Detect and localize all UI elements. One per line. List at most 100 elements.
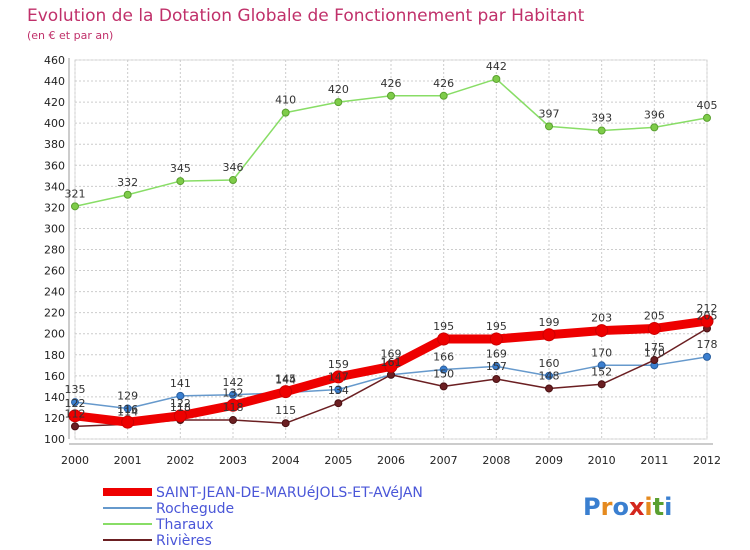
y-tick-label: 380 bbox=[44, 138, 65, 151]
logo-letter: x bbox=[629, 493, 645, 521]
logo-letter: i bbox=[664, 493, 672, 521]
data-label-rochegude: 144 bbox=[275, 374, 296, 387]
y-tick-label: 440 bbox=[44, 75, 65, 88]
data-label-rivi-res: 161 bbox=[381, 356, 402, 369]
data-point-tharaux bbox=[650, 123, 659, 132]
data-point-saint-jean-de-maru-jols-et-av-jan bbox=[647, 321, 661, 335]
data-label-saint-jean-de-maru-jols-et-av-jan: 122 bbox=[170, 397, 191, 410]
x-tick-label: 2001 bbox=[114, 454, 142, 467]
y-tick-label: 340 bbox=[44, 180, 65, 193]
data-label-rochegude: 147 bbox=[328, 371, 349, 384]
x-tick-label: 2012 bbox=[693, 454, 721, 467]
data-point-tharaux bbox=[597, 126, 606, 135]
data-point-rochegude bbox=[71, 398, 79, 407]
data-label-rochegude: 170 bbox=[591, 346, 612, 359]
data-label-rochegude: 170 bbox=[644, 346, 665, 359]
data-label-saint-jean-de-maru-jols-et-av-jan: 122 bbox=[65, 397, 86, 410]
data-label-rivi-res: 118 bbox=[170, 401, 191, 414]
data-point-saint-jean-de-maru-jols-et-av-jan bbox=[279, 385, 293, 399]
data-point-rivi-res bbox=[492, 374, 501, 383]
data-point-rivi-res bbox=[650, 356, 659, 365]
data-point-saint-jean-de-maru-jols-et-av-jan bbox=[489, 332, 503, 346]
data-label-tharaux: 420 bbox=[328, 83, 349, 96]
logo-letter: P bbox=[583, 493, 601, 521]
data-label-saint-jean-de-maru-jols-et-av-jan: 212 bbox=[697, 302, 718, 315]
data-label-rivi-res: 150 bbox=[433, 367, 454, 380]
data-label-rochegude: 135 bbox=[65, 383, 86, 396]
logo-letter: o bbox=[612, 493, 629, 521]
data-label-tharaux: 426 bbox=[433, 77, 454, 90]
data-label-rochegude: 166 bbox=[433, 351, 454, 364]
data-point-tharaux bbox=[281, 108, 290, 117]
y-tick-label: 460 bbox=[44, 54, 65, 67]
data-point-tharaux bbox=[545, 122, 553, 131]
chart-subtitle: (en € et par an) bbox=[27, 29, 113, 42]
x-tick-label: 2007 bbox=[430, 454, 458, 467]
data-point-saint-jean-de-maru-jols-et-av-jan bbox=[437, 332, 451, 346]
data-point-rochegude bbox=[334, 385, 343, 394]
y-tick-label: 120 bbox=[44, 412, 65, 425]
data-point-rivi-res bbox=[545, 384, 553, 393]
data-point-rivi-res bbox=[71, 422, 79, 431]
x-tick-label: 2009 bbox=[535, 454, 563, 467]
y-tick-label: 360 bbox=[44, 159, 65, 172]
y-tick-label: 400 bbox=[44, 117, 65, 130]
data-point-saint-jean-de-maru-jols-et-av-jan bbox=[121, 415, 135, 429]
data-label-saint-jean-de-maru-jols-et-av-jan: 205 bbox=[644, 309, 665, 322]
logo-text: Proxiti bbox=[583, 493, 672, 521]
x-tick-label: 2000 bbox=[61, 454, 89, 467]
data-label-saint-jean-de-maru-jols-et-av-jan: 195 bbox=[433, 320, 454, 333]
legend-label-saint-jean-de-maru-jols-et-av-jan: SAINT-JEAN-DE-MARUéJOLS-ET-AVéJAN bbox=[156, 485, 423, 501]
legend: SAINT-JEAN-DE-MARUéJOLS-ET-AVéJANRochegu… bbox=[103, 485, 423, 549]
data-label-rivi-res: 115 bbox=[275, 404, 296, 417]
data-label-tharaux: 346 bbox=[223, 161, 244, 174]
data-point-saint-jean-de-maru-jols-et-av-jan bbox=[595, 324, 609, 338]
y-tick-label: 320 bbox=[44, 201, 65, 214]
legend-label-rochegude: Rochegude bbox=[156, 501, 234, 517]
y-tick-label: 140 bbox=[44, 391, 65, 404]
logo-letter: t bbox=[653, 493, 664, 521]
data-label-rivi-res: 118 bbox=[223, 401, 244, 414]
data-point-rivi-res bbox=[439, 382, 448, 391]
data-point-tharaux bbox=[492, 74, 501, 83]
data-label-rivi-res: 152 bbox=[591, 365, 612, 378]
y-tick-label: 220 bbox=[44, 307, 65, 320]
data-label-rochegude: 178 bbox=[697, 338, 718, 351]
data-point-saint-jean-de-maru-jols-et-av-jan bbox=[384, 359, 398, 373]
data-label-tharaux: 426 bbox=[381, 77, 402, 90]
data-point-rivi-res bbox=[334, 399, 343, 408]
data-label-tharaux: 321 bbox=[65, 187, 86, 200]
data-point-tharaux bbox=[439, 91, 448, 100]
data-label-rochegude: 161 bbox=[381, 356, 402, 369]
data-point-rochegude bbox=[123, 404, 132, 413]
data-label-tharaux: 396 bbox=[644, 108, 665, 121]
data-label-rochegude: 141 bbox=[170, 377, 191, 390]
data-label-rochegude: 142 bbox=[223, 376, 244, 389]
y-tick-label: 100 bbox=[44, 433, 65, 446]
y-tick-label: 300 bbox=[44, 222, 65, 235]
data-point-rivi-res bbox=[281, 419, 290, 428]
data-point-rivi-res bbox=[229, 416, 237, 425]
y-tick-label: 420 bbox=[44, 96, 65, 109]
y-tick-label: 180 bbox=[44, 349, 65, 362]
x-tick-label: 2004 bbox=[272, 454, 300, 467]
data-point-tharaux bbox=[123, 190, 132, 199]
x-tick-label: 2005 bbox=[324, 454, 352, 467]
logo-letter: r bbox=[601, 493, 613, 521]
y-tick-label: 260 bbox=[44, 265, 65, 278]
data-label-rochegude: 160 bbox=[539, 357, 560, 370]
axis-layer: 1001201401601802002202402602803003203403… bbox=[44, 54, 721, 467]
data-point-tharaux bbox=[387, 91, 395, 100]
data-point-saint-jean-de-maru-jols-et-av-jan bbox=[542, 328, 556, 342]
data-label-saint-jean-de-maru-jols-et-av-jan: 132 bbox=[223, 386, 244, 399]
data-point-saint-jean-de-maru-jols-et-av-jan bbox=[331, 370, 345, 384]
y-tick-label: 160 bbox=[44, 370, 65, 383]
data-label-rivi-res: 112 bbox=[65, 407, 86, 420]
x-tick-label: 2003 bbox=[219, 454, 247, 467]
y-tick-label: 200 bbox=[44, 328, 65, 341]
logo-letter: i bbox=[644, 493, 652, 521]
x-tick-label: 2008 bbox=[482, 454, 510, 467]
data-point-saint-jean-de-maru-jols-et-av-jan bbox=[173, 409, 187, 423]
data-label-rivi-res: 175 bbox=[644, 341, 665, 354]
